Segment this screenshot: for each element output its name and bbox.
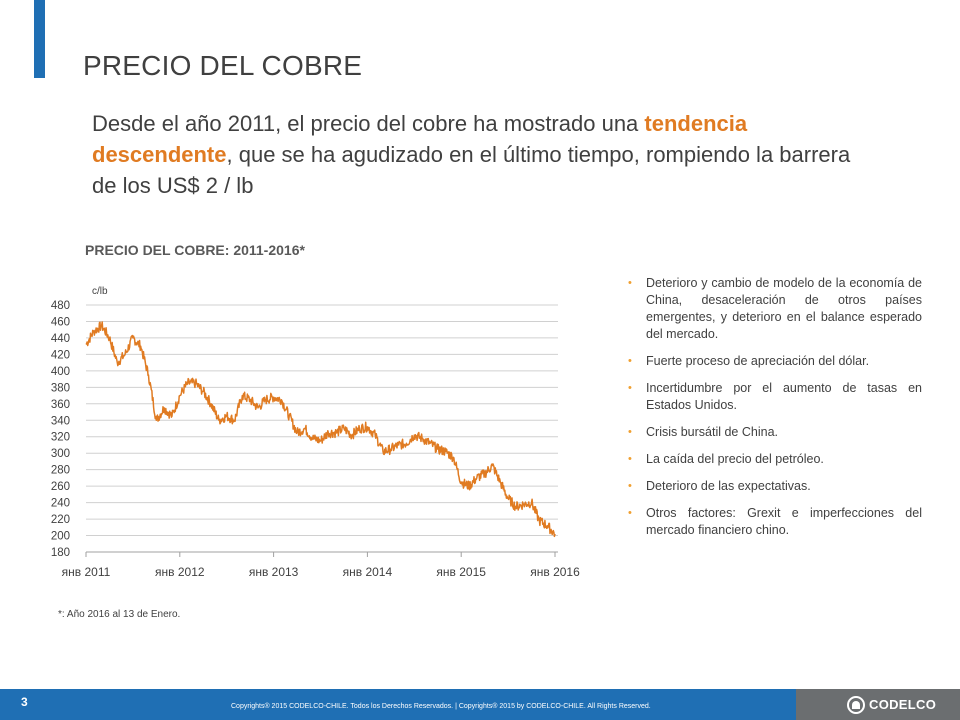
y-tick-label: 240 — [51, 498, 70, 510]
copper-price-chart: 180 200 220 240 260 280 300 320 340 360 380 400 420 4… — [51, 286, 580, 579]
y-tick-label: 200 — [51, 531, 70, 543]
bullet-dot-icon: • — [628, 355, 632, 367]
y-axis-label: c/lb — [92, 286, 108, 297]
intro-text-2: , que se ha agudizado en el último tiemp… — [92, 142, 851, 198]
price-series-line — [85, 321, 556, 538]
y-tick-label: 360 — [51, 399, 70, 411]
y-tick-label: 440 — [51, 333, 70, 345]
y-tick-label: 460 — [51, 316, 70, 328]
y-tick-label: 380 — [51, 382, 70, 394]
bullet-dot-icon: • — [628, 277, 632, 289]
y-tick-label: 480 — [51, 300, 70, 312]
y-axis: 180 200 220 240 260 280 300 320 340 360 380 400 420 4… — [51, 300, 70, 559]
copyright-text: Copyrights® 2015 CODELCO-CHILE. Todos lo… — [231, 703, 651, 710]
factor-text: Deterioro de las expectativas. — [646, 479, 811, 493]
y-tick-label: 340 — [51, 415, 70, 427]
factor-text: Crisis bursátil de China. — [646, 425, 778, 439]
bullet-dot-icon: • — [628, 453, 632, 465]
y-tick-label: 220 — [51, 514, 70, 526]
factor-item: • La caída del precio del petróleo. — [628, 451, 922, 468]
page-title: PRECIO DEL COBRE — [83, 50, 363, 81]
intro-text-1: Desde el año 2011, el precio del cobre h… — [92, 111, 645, 136]
factor-item: • Crisis bursátil de China. — [628, 424, 922, 441]
bullet-dot-icon: • — [628, 426, 632, 438]
factor-item: • Incertidumbre por el aumento de tasas e… — [628, 380, 922, 414]
factors-list: • Deterioro y cambio de modelo de la econ… — [628, 275, 922, 549]
codelco-logo-text: CODELCO — [869, 697, 937, 712]
chart-grid — [86, 304, 558, 553]
codelco-logo-icon — [847, 696, 865, 714]
footer-bar: 3 Copyrights® 2015 CODELCO-CHILE. Todos … — [0, 689, 960, 720]
factor-item: • Deterioro y cambio de modelo de la econ… — [628, 275, 922, 343]
factor-text: Incertidumbre por el aumento de tasas en… — [646, 381, 922, 412]
chart-title: PRECIO DEL COBRE: 2011-2016* — [85, 242, 305, 258]
y-tick-label: 180 — [51, 547, 70, 559]
bullet-dot-icon: • — [628, 480, 632, 492]
page-number: 3 — [21, 695, 28, 709]
title-accent-bar — [34, 0, 45, 78]
factor-item: • Otros factores: Grexit e imperfecciones… — [628, 505, 922, 539]
factor-item: • Deterioro de las expectativas. — [628, 478, 922, 495]
y-tick-label: 400 — [51, 366, 70, 378]
y-tick-label: 420 — [51, 349, 70, 361]
chart-footnote: *: Año 2016 al 13 de Enero. — [58, 609, 181, 620]
factor-text: Fuerte proceso de apreciación del dólar. — [646, 354, 870, 368]
x-tick-label: янв 2015 — [436, 565, 486, 579]
intro-paragraph: Desde el año 2011, el precio del cobre h… — [92, 108, 852, 201]
x-tick-label: янв 2014 — [343, 565, 393, 579]
y-tick-label: 260 — [51, 481, 70, 493]
x-tick-label: янв 2011 — [62, 565, 111, 579]
bullet-dot-icon: • — [628, 382, 632, 394]
factor-text: Otros factores: Grexit e imperfecciones … — [646, 506, 922, 537]
x-tick-label: янв 2016 — [530, 565, 580, 579]
x-axis: янв 2011 янв 2012 янв 2013 янв 2014 янв 2015… — [62, 551, 580, 579]
y-tick-label: 280 — [51, 465, 70, 477]
intro-highlight: tendencia descendente — [92, 111, 748, 167]
factor-text: La caída del precio del petróleo. — [646, 452, 824, 466]
factor-text: Deterioro y cambio de modelo de la econo… — [646, 276, 922, 341]
bullet-dot-icon: • — [628, 507, 632, 519]
x-tick-label: янв 2013 — [249, 565, 299, 579]
y-tick-label: 300 — [51, 448, 70, 460]
y-tick-label: 320 — [51, 432, 70, 444]
codelco-logo: CODELCO — [796, 689, 960, 720]
x-tick-label: янв 2012 — [155, 565, 205, 579]
factor-item: • Fuerte proceso de apreciación del dólar… — [628, 353, 922, 370]
